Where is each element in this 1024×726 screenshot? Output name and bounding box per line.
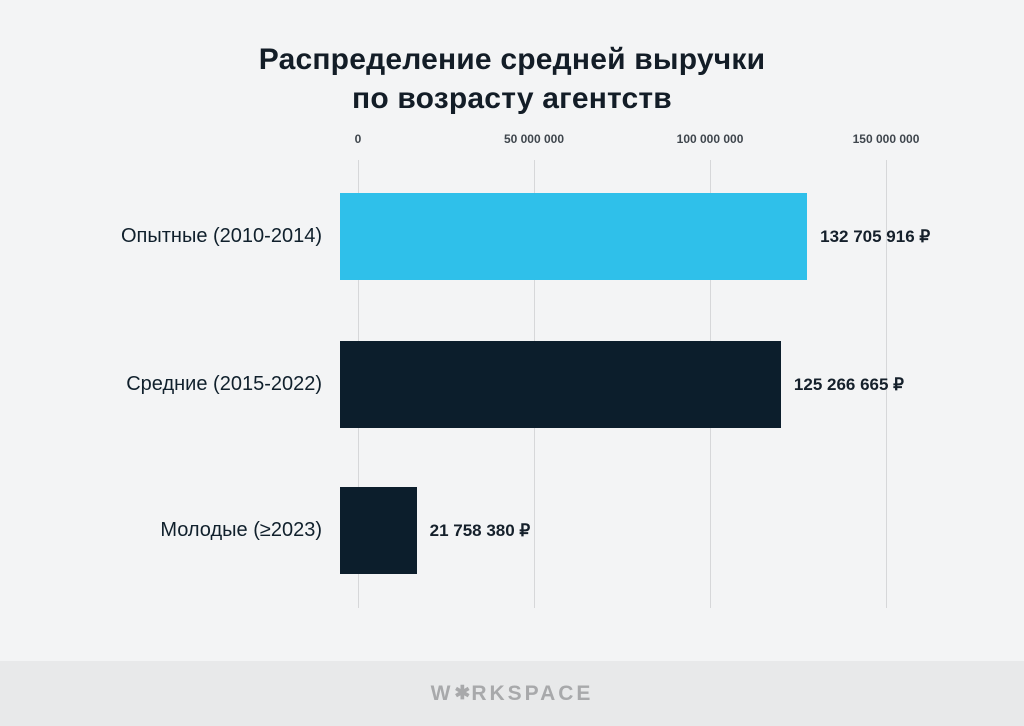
bar-chart: 0 50 000 000 100 000 000 150 000 000 Опы… xyxy=(0,130,1024,608)
footer-band: W ✱ RKSPACE xyxy=(0,661,1024,726)
row-plot: 125 266 665 ₽ xyxy=(340,341,904,428)
x-axis-tick-label: 100 000 000 xyxy=(676,132,744,146)
bar-middle xyxy=(340,341,781,428)
chart-row-young: Молодые (≥2023) 21 758 380 ₽ xyxy=(0,487,1024,574)
asterisk-icon: ✱ xyxy=(454,683,471,704)
chart-row-middle: Средние (2015-2022) 125 266 665 ₽ xyxy=(0,341,1024,428)
x-axis: 0 50 000 000 100 000 000 150 000 000 xyxy=(354,130,920,150)
row-plot: 21 758 380 ₽ xyxy=(340,487,868,574)
row-plot: 132 705 916 ₽ xyxy=(340,193,930,280)
x-axis-tick-label: 150 000 000 xyxy=(852,132,920,146)
category-label: Молодые (≥2023) xyxy=(160,519,322,541)
workspace-logo: W ✱ RKSPACE xyxy=(431,682,594,706)
chart-row-experienced: Опытные (2010-2014) 132 705 916 ₽ xyxy=(0,193,1024,280)
category-label: Опытные (2010-2014) xyxy=(121,225,322,247)
x-axis-tick-label: 0 xyxy=(354,132,362,146)
bar-young xyxy=(340,487,417,574)
logo-text-prefix: W xyxy=(430,681,454,705)
category-label: Средние (2015-2022) xyxy=(126,373,322,395)
value-label: 125 266 665 ₽ xyxy=(793,374,904,394)
chart-title-line2: по возрасту агентств xyxy=(352,82,672,115)
gridline xyxy=(886,160,887,608)
value-label: 21 758 380 ₽ xyxy=(429,520,531,540)
bar-experienced xyxy=(340,193,808,280)
value-label: 132 705 916 ₽ xyxy=(820,226,931,246)
chart-title: Распределение средней выручки по возраст… xyxy=(0,40,1024,118)
x-axis-tick-label: 50 000 000 xyxy=(503,132,564,146)
chart-title-line1: Распределение средней выручки xyxy=(258,43,766,76)
logo-text-suffix: RKSPACE xyxy=(471,681,594,705)
